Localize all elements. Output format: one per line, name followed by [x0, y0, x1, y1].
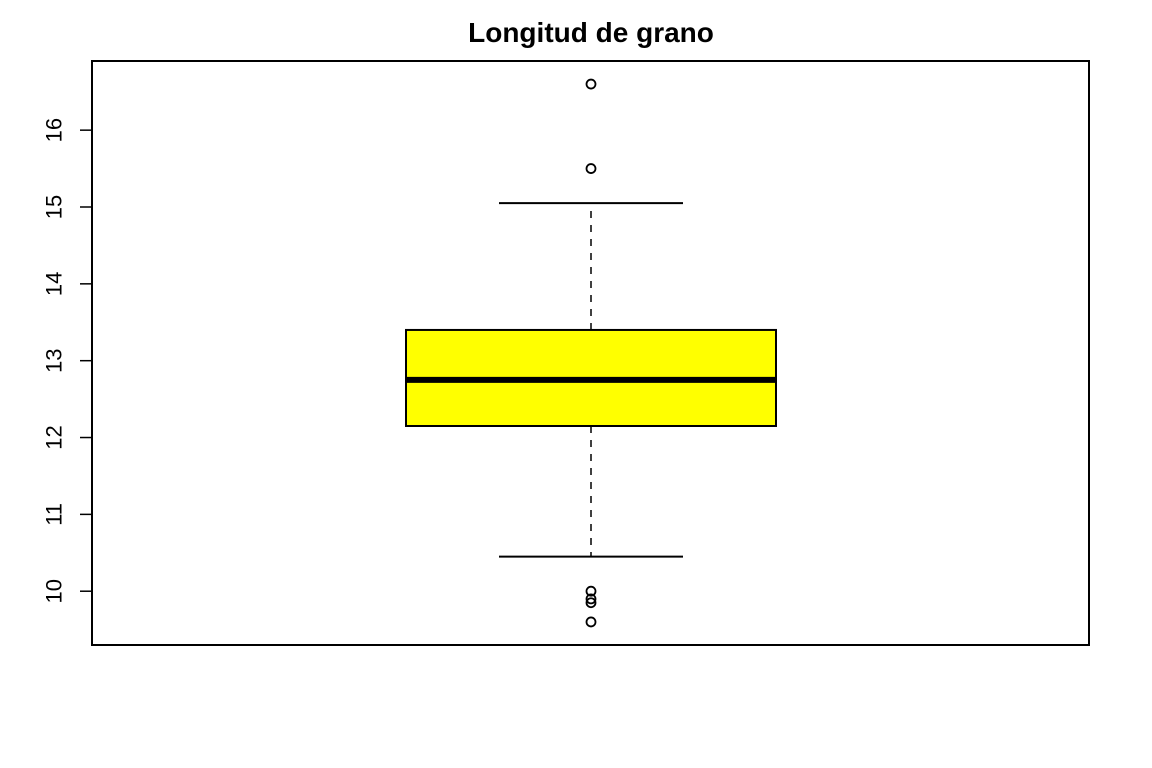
- y-axis: 10 11 12 13 14 15 16: [42, 118, 93, 603]
- y-tick-label: 15: [42, 195, 67, 219]
- y-tick-label: 14: [42, 272, 67, 296]
- outlier-point: [585, 616, 597, 628]
- outlier-point: [585, 593, 597, 605]
- outlier-point: [585, 163, 597, 174]
- chart-title: Longitud de grano: [468, 17, 714, 48]
- y-tick-label: 10: [42, 579, 67, 603]
- y-tick-label: 16: [42, 118, 67, 142]
- outlier-point: [585, 585, 597, 597]
- outlier-point: [585, 78, 597, 90]
- y-tick-label: 13: [42, 348, 67, 372]
- box-group: [405, 78, 777, 628]
- y-tick-label: 11: [42, 503, 67, 526]
- y-tick-label: 12: [42, 425, 67, 449]
- outlier-point: [585, 597, 597, 609]
